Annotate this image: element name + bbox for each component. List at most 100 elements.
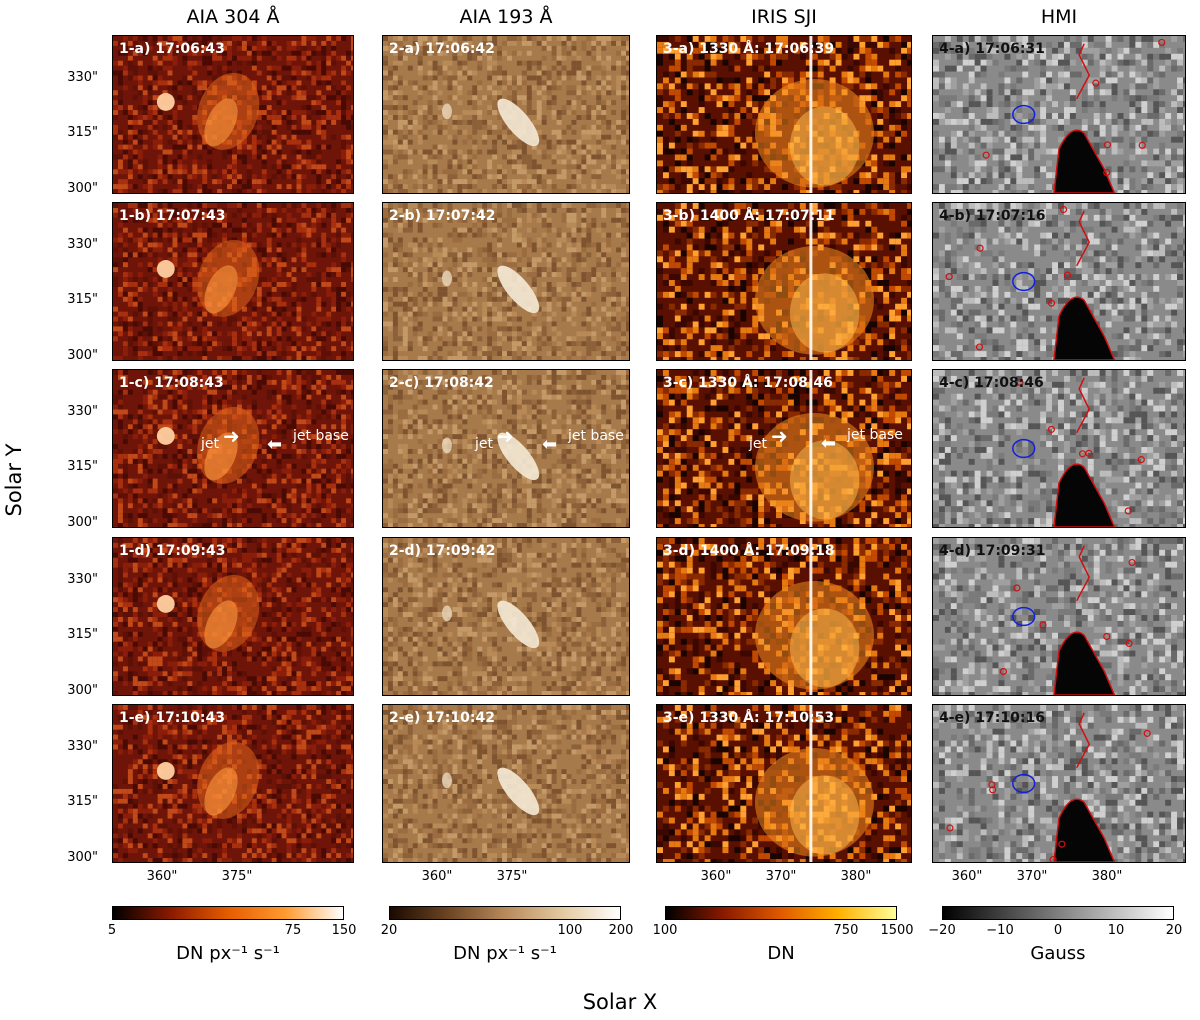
panel-image-aia193: [383, 370, 629, 527]
y-tick-label: 330": [67, 237, 98, 252]
panel-label: 4-a) 17:06:31: [939, 41, 1045, 57]
y-tick-label: 315": [67, 794, 98, 809]
colorbar-tick-label: 10: [1107, 923, 1125, 938]
panel-image-aia193: [383, 36, 629, 193]
panel-aia304-row-4: 1-d) 17:09:43: [112, 537, 354, 696]
arrow-left-icon: ⬅: [542, 434, 558, 455]
panel-image-aia304: [113, 538, 353, 695]
panel-aia193-row-3: 2-c) 17:08:42 jet jet base ➜ ⬅: [382, 369, 630, 528]
panel-label: 1-d) 17:09:43: [119, 543, 226, 559]
panel-label: 2-d) 17:09:42: [389, 543, 496, 559]
panel-hmi-row-4: 4-d) 17:09:31: [932, 537, 1186, 696]
panel-hmi-row-1: 4-a) 17:06:31: [932, 35, 1186, 194]
panel-image-hmi: [933, 538, 1185, 695]
y-tick-label: 300": [67, 515, 98, 530]
y-tick-label: 330": [67, 70, 98, 85]
colorbar-tick-label: 20: [380, 923, 398, 938]
panel-aia193-row-5: 2-e) 17:10:42: [382, 704, 630, 863]
colorbar-tick-label: 750: [833, 923, 859, 938]
panel-label: 3-b) 1400 Å: 17:07:11: [663, 208, 835, 224]
panel-label: 2-b) 17:07:42: [389, 208, 496, 224]
x-tick-label: 360": [951, 869, 983, 884]
colorbar-hmi: [942, 906, 1174, 920]
panel-hmi-row-2: 4-b) 17:07:16: [932, 202, 1186, 361]
colorbar-tick-label: 1500: [880, 923, 914, 938]
column-title-iris-sji: IRIS SJI: [751, 6, 817, 28]
y-axis-title: Solar Y: [2, 443, 26, 517]
column-title-hmi: HMI: [1040, 6, 1078, 28]
panel-image-hmi: [933, 370, 1185, 527]
x-tick-label: 360": [421, 869, 453, 884]
colorbar-unit-label: DN px⁻¹ s⁻¹: [176, 943, 280, 964]
y-tick-label: 315": [67, 627, 98, 642]
jet-annotation: jet: [475, 436, 493, 452]
x-tick-label: 380": [840, 869, 872, 884]
panel-label: 4-e) 17:10:16: [939, 710, 1045, 726]
colorbar-tick-label: 75: [284, 923, 302, 938]
panel-aia193-row-1: 2-a) 17:06:42: [382, 35, 630, 194]
panel-label: 2-c) 17:08:42: [389, 375, 494, 391]
x-tick-label: 370": [765, 869, 797, 884]
panel-aia304-row-1: 1-a) 17:06:43: [112, 35, 354, 194]
panel-iris-row-4: 3-d) 1400 Å: 17:09:18: [656, 537, 912, 696]
column-title-aia193: AIA 193 Å: [459, 6, 553, 28]
panel-label: 1-b) 17:07:43: [119, 208, 226, 224]
colorbar-aia304: [112, 906, 344, 920]
colorbar-tick-label: 100: [557, 923, 583, 938]
colorbar-tick-label: 150: [331, 923, 357, 938]
panel-hmi-row-5: 4-e) 17:10:16: [932, 704, 1186, 863]
x-axis-title: Solar X: [582, 990, 658, 1014]
panel-label: 4-b) 17:07:16: [939, 208, 1046, 224]
column-title-aia304: AIA 304 Å: [186, 6, 280, 28]
panel-aia304-row-3: 1-c) 17:08:43 jet jet base ➜ ⬅: [112, 369, 354, 528]
x-tick-label: 375": [221, 869, 253, 884]
arrow-right-icon: ➜: [771, 424, 788, 448]
panel-image-iris: [657, 705, 911, 862]
panel-image-iris: [657, 538, 911, 695]
colorbar-tick-label: −20: [928, 923, 956, 938]
panel-aia193-row-4: 2-d) 17:09:42: [382, 537, 630, 696]
colorbar-iris: [665, 906, 897, 920]
panel-label: 3-c) 1330 Å: 17:08:46: [663, 375, 833, 391]
panel-iris-row-3: 3-c) 1330 Å: 17:08:46 jet jet base ➜ ⬅: [656, 369, 912, 528]
arrow-left-icon: ⬅: [821, 433, 837, 454]
panel-image-aia304: [113, 370, 353, 527]
arrow-right-icon: ➜: [497, 424, 514, 448]
panel-image-aia193: [383, 705, 629, 862]
jet-base-annotation: jet base: [568, 428, 624, 444]
panel-image-iris: [657, 36, 911, 193]
y-tick-label: 330": [67, 404, 98, 419]
panel-image-aia304: [113, 203, 353, 360]
y-tick-label: 300": [67, 850, 98, 865]
panel-label: 3-e) 1330 Å: 17:10:53: [663, 710, 835, 726]
arrow-left-icon: ⬅: [267, 434, 283, 455]
panel-image-aia304: [113, 705, 353, 862]
panel-image-hmi: [933, 203, 1185, 360]
arrow-right-icon: ➜: [223, 424, 240, 448]
panel-label: 4-d) 17:09:31: [939, 543, 1046, 559]
panel-iris-row-2: 3-b) 1400 Å: 17:07:11: [656, 202, 912, 361]
panel-image-iris: [657, 370, 911, 527]
y-tick-label: 315": [67, 459, 98, 474]
jet-annotation: jet: [749, 436, 767, 452]
panel-hmi-row-3: 4-c) 17:08:46: [932, 369, 1186, 528]
jet-base-annotation: jet base: [293, 428, 349, 444]
colorbar-tick-label: 100: [652, 923, 678, 938]
panel-image-aia193: [383, 538, 629, 695]
panel-label: 3-a) 1330 Å: 17:06:39: [663, 41, 835, 57]
panel-label: 2-e) 17:10:42: [389, 710, 495, 726]
panel-aia304-row-2: 1-b) 17:07:43: [112, 202, 354, 361]
x-tick-label: 360": [700, 869, 732, 884]
y-tick-label: 300": [67, 683, 98, 698]
colorbar-tick-label: −10: [986, 923, 1014, 938]
colorbar-unit-label: DN px⁻¹ s⁻¹: [453, 943, 557, 964]
y-tick-label: 330": [67, 739, 98, 754]
colorbar-tick-label: 20: [1165, 923, 1183, 938]
panel-iris-row-1: 3-a) 1330 Å: 17:06:39: [656, 35, 912, 194]
x-tick-label: 375": [496, 869, 528, 884]
y-tick-label: 330": [67, 572, 98, 587]
panel-label: 1-e) 17:10:43: [119, 710, 225, 726]
panel-image-hmi: [933, 705, 1185, 862]
panel-label: 1-c) 17:08:43: [119, 375, 224, 391]
panel-image-aia304: [113, 36, 353, 193]
